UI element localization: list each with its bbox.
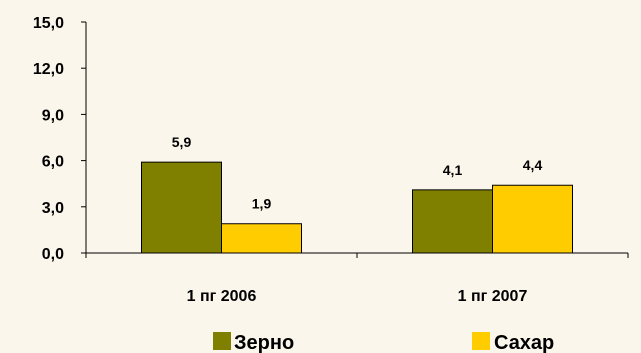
x-category-label: 1 пг 2007 (458, 288, 528, 305)
data-label: 4,4 (523, 157, 543, 173)
y-tick-label: 12,0 (33, 61, 64, 78)
legend-swatch (213, 332, 231, 350)
bar-zerno (412, 189, 493, 254)
x-axis: 1 пг 2006 1 пг 2007 (85, 252, 629, 305)
x-category-label: 1 пг 2006 (187, 288, 257, 305)
y-tick-label: 6,0 (42, 154, 64, 171)
data-label: 5,9 (172, 134, 192, 150)
y-tick-label: 0,0 (42, 246, 64, 263)
legend-label: Сахар (494, 332, 554, 353)
y-tick-label: 15,0 (33, 15, 64, 32)
data-label: 4,1 (443, 162, 463, 178)
bar-sakhar (221, 223, 302, 254)
legend-swatch (472, 332, 490, 350)
y-tick-label: 3,0 (42, 200, 64, 217)
y-axis: 0,0 3,0 6,0 9,0 12,0 15,0 (33, 15, 87, 263)
bar-zerno (141, 161, 222, 254)
data-label: 1,9 (252, 196, 272, 212)
bars: 5,9 1,9 4,1 4,4 (141, 134, 573, 254)
bar-sakhar (492, 184, 573, 254)
y-tick-label: 9,0 (42, 107, 64, 124)
legend-label: Зерно (234, 332, 294, 353)
legend: Зерно Сахар (213, 332, 554, 353)
